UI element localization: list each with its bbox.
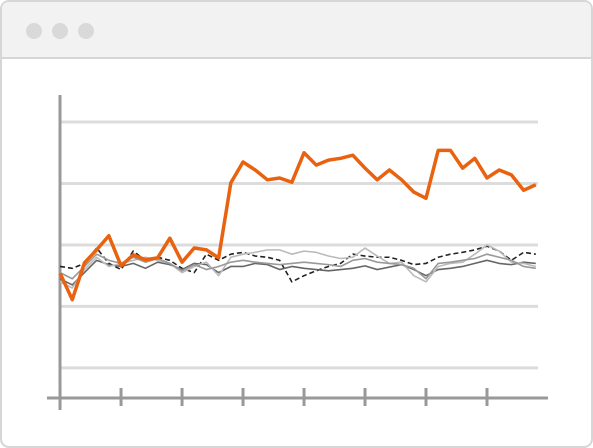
window-dot [26,23,42,39]
window-dot [78,23,94,39]
title-bar [2,2,591,58]
series-line [59,253,536,280]
window-dot [52,23,68,39]
series-line [58,148,537,302]
series-line [59,259,536,286]
chart [47,95,548,410]
